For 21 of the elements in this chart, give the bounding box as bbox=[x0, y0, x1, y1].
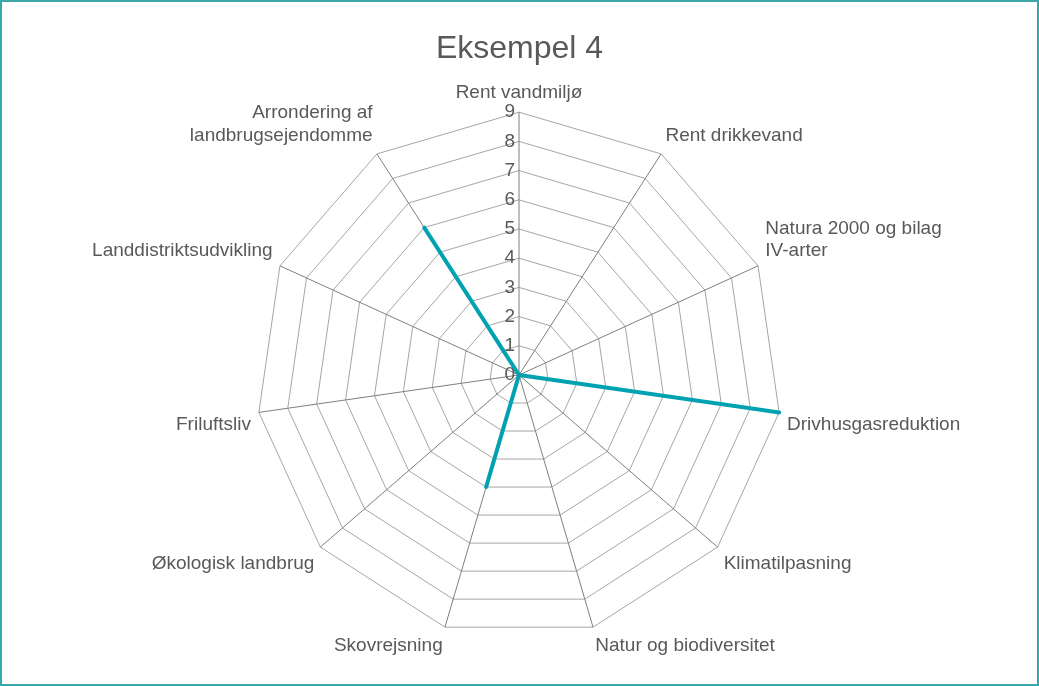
spoke-label: Rent drikkevand bbox=[665, 124, 803, 146]
y-tick-label: 7 bbox=[504, 158, 515, 180]
y-tick-label: 8 bbox=[504, 129, 515, 151]
spoke-label: Natur og biodiversitet bbox=[595, 634, 776, 656]
chart-title: Eksempel 4 bbox=[435, 29, 604, 66]
y-tick-label: 1 bbox=[504, 334, 515, 356]
spoke-label: Skovrejsning bbox=[333, 634, 443, 656]
spoke-label: Drivhusgasreduktion bbox=[787, 413, 961, 435]
spoke-label: Rent vandmiljø bbox=[455, 81, 583, 103]
y-tick-label: 2 bbox=[504, 304, 515, 326]
y-tick-label: 5 bbox=[504, 217, 515, 239]
y-tick-label: 6 bbox=[504, 188, 515, 210]
spoke-label: Klimatilpasning bbox=[723, 551, 852, 573]
spoke-label: Natura 2000 og bilag IV-arter bbox=[765, 216, 942, 261]
spoke-label: Økologisk landbrug bbox=[151, 551, 315, 573]
y-tick-label: 3 bbox=[504, 275, 515, 297]
spoke-label: Friluftsliv bbox=[176, 413, 252, 435]
y-tick-label: 9 bbox=[504, 100, 515, 122]
spoke-label: Arrondering af landbrugsejendomme bbox=[189, 101, 374, 146]
y-tick-label: 4 bbox=[504, 246, 516, 268]
spoke-label: Landdistriktsudvikling bbox=[92, 239, 273, 261]
